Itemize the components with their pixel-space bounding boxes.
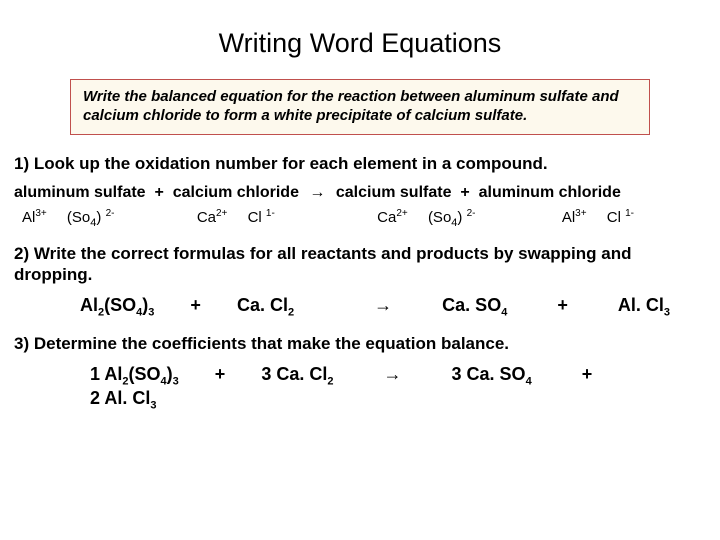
- ion-cl-2: Cl 1-: [607, 208, 634, 226]
- formula-arrow: →: [374, 295, 392, 316]
- problem-box: Write the balanced equation for the reac…: [70, 79, 650, 135]
- plus-2: +: [460, 184, 469, 201]
- ion-al-2: Al3+: [562, 208, 587, 226]
- formula-plus-1: +: [190, 295, 201, 316]
- bal-caso4: 3 Ca. SO4: [452, 364, 532, 388]
- reactant-2: calcium chloride: [173, 184, 299, 201]
- bal-cacl2: 3 Ca. Cl2: [261, 364, 333, 388]
- bal-al2so43: 1 Al2(SO4)3: [90, 364, 179, 388]
- ions-row: Al3+ (So4) 2- Ca2+ Cl 1- Ca2+ (So4) 2- A…: [22, 208, 706, 229]
- word-equation: aluminum sulfate + calcium chloride → ca…: [14, 184, 706, 202]
- ion-cl2-charge: 1-: [625, 208, 634, 219]
- ion-ca-sym: Ca: [197, 209, 216, 226]
- ion-al2-charge: 3+: [575, 208, 586, 219]
- ion-cl: Cl 1-: [248, 208, 275, 226]
- bal-alcl3: 2 Al. Cl3: [90, 388, 156, 412]
- ion-al-charge: 3+: [35, 208, 46, 219]
- arrow-1: →: [303, 184, 331, 202]
- ion-so4-close: ): [96, 209, 101, 226]
- ion-ca2-charge: 2+: [396, 208, 407, 219]
- ion-al-sym: Al: [22, 209, 35, 226]
- step-3: 3) Determine the coefficients that make …: [14, 333, 706, 354]
- reactant-1: aluminum sulfate: [14, 184, 146, 201]
- formula-caso4: Ca. SO4: [442, 295, 507, 319]
- ion-so42-close: ): [457, 209, 462, 226]
- bal-plus-2: +: [582, 364, 593, 385]
- ion-so4-charge: 2-: [106, 208, 115, 219]
- product-1: calcium sulfate: [336, 184, 452, 201]
- ion-so42-charge: 2-: [467, 208, 476, 219]
- ion-cl2-sym: Cl: [607, 209, 621, 226]
- formula-al2so43: Al2(SO4)3: [80, 295, 154, 319]
- product-2: aluminum chloride: [479, 184, 621, 201]
- step-2: 2) Write the correct formulas for all re…: [14, 243, 706, 286]
- ion-so4: (So4) 2-: [67, 208, 115, 229]
- page-title: Writing Word Equations: [0, 0, 720, 79]
- ion-ca-2: Ca2+: [377, 208, 408, 226]
- ion-al: Al3+: [22, 208, 47, 226]
- ion-so4-2: (So4) 2-: [428, 208, 476, 229]
- ion-ca2-sym: Ca: [377, 209, 396, 226]
- formula-alcl3: Al. Cl3: [618, 295, 670, 319]
- formula-cacl2: Ca. Cl2: [237, 295, 294, 319]
- ion-cl-charge: 1-: [266, 208, 275, 219]
- balanced-row: 1 Al2(SO4)3 + 3 Ca. Cl2 → 3 Ca. SO4 + 2 …: [90, 364, 706, 411]
- ion-so42-sym: (So: [428, 209, 451, 226]
- step-1: 1) Look up the oxidation number for each…: [14, 153, 706, 174]
- plus-1: +: [154, 184, 163, 201]
- formula-row: Al2(SO4)3 + Ca. Cl2 → Ca. SO4 + Al. Cl3: [80, 295, 706, 319]
- ion-cl-sym: Cl: [248, 209, 262, 226]
- bal-arrow: →: [384, 364, 402, 385]
- ion-al2-sym: Al: [562, 209, 575, 226]
- problem-text: Write the balanced equation for the reac…: [83, 88, 619, 124]
- ion-ca-charge: 2+: [216, 208, 227, 219]
- formula-plus-2: +: [557, 295, 568, 316]
- ion-so4-sym: (So: [67, 209, 90, 226]
- ion-ca: Ca2+: [197, 208, 228, 226]
- bal-plus-1: +: [215, 364, 226, 385]
